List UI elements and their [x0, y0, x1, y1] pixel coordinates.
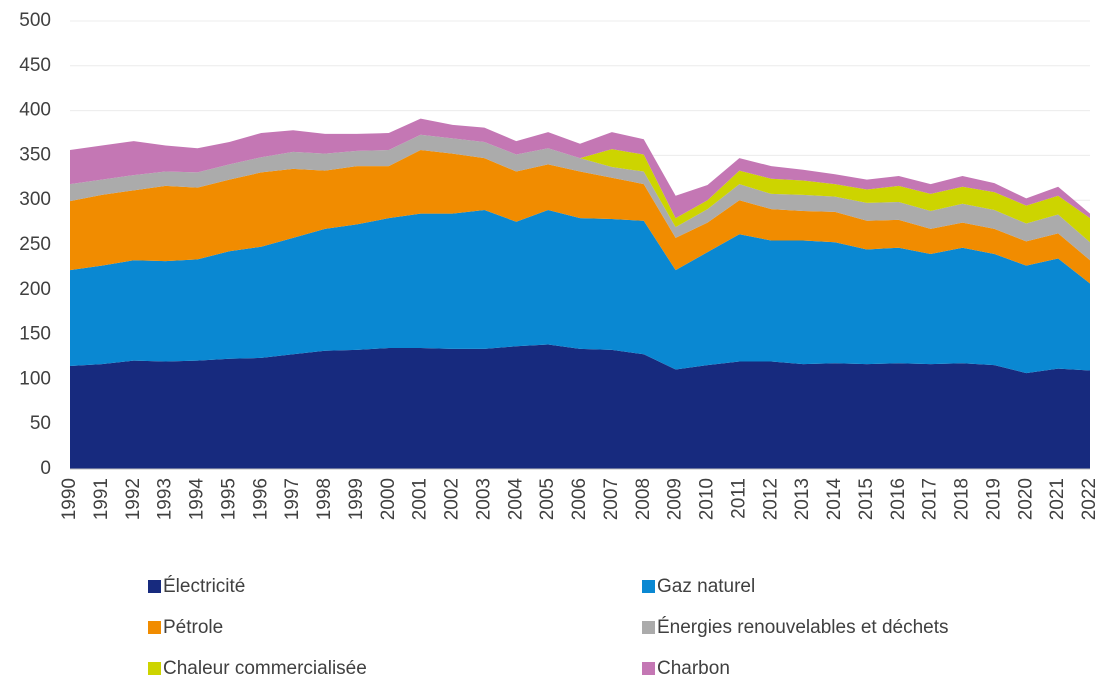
y-tick-label: 350	[19, 144, 51, 165]
area	[70, 150, 1090, 284]
x-tick-label: 2007	[601, 478, 622, 520]
x-tick-label: 2000	[378, 478, 399, 520]
y-tick-label: 250	[19, 234, 51, 255]
legend-label: Charbon	[657, 658, 730, 679]
x-tick-label: 2008	[633, 478, 654, 520]
legend-swatch	[148, 662, 161, 675]
x-tick-label: 2018	[952, 478, 973, 520]
legend-swatch	[148, 621, 161, 634]
x-tick-label: 1997	[282, 478, 303, 520]
area	[70, 134, 1090, 261]
x-tick-label: 2016	[888, 478, 909, 520]
legend-swatch	[642, 621, 655, 634]
y-tick-label: 0	[40, 458, 51, 479]
x-tick-label: 2022	[1079, 478, 1100, 520]
legend-label: Énergies renouvelables et déchets	[657, 617, 949, 638]
x-tick-label: 1992	[123, 478, 144, 520]
area	[70, 210, 1090, 374]
y-tick-label: 400	[19, 100, 51, 121]
area	[70, 344, 1090, 469]
legend-swatch	[642, 662, 655, 675]
y-tick-label: 300	[19, 189, 51, 210]
x-tick-label: 2015	[856, 478, 877, 520]
y-tick-label: 150	[19, 324, 51, 345]
x-tick-label: 2010	[697, 478, 718, 520]
x-tick-label: 1993	[155, 478, 176, 520]
x-tick-label: 2004	[505, 478, 526, 521]
area	[70, 118, 1090, 219]
x-tick-label: 2017	[920, 478, 941, 520]
y-tick-label: 100	[19, 368, 51, 389]
x-tick-label: 2020	[1015, 478, 1036, 520]
legend-label: Gaz naturel	[657, 576, 755, 597]
x-tick-label: 2009	[665, 478, 686, 520]
legend-swatch	[642, 580, 655, 593]
x-tick-label: 2014	[824, 478, 845, 521]
x-tick-label: 2011	[728, 478, 749, 519]
x-tick-label: 2001	[410, 478, 431, 520]
legend-label: Chaleur commercialisée	[163, 658, 367, 679]
x-tick-label: 2012	[760, 478, 781, 520]
x-tick-label: 1995	[218, 478, 239, 520]
x-tick-label: 2002	[442, 478, 463, 520]
x-tick-label: 1991	[91, 478, 112, 520]
x-tick-label: 1990	[59, 478, 80, 520]
y-tick-label: 450	[19, 55, 51, 76]
x-tick-label: 1999	[346, 478, 367, 520]
y-tick-label: 500	[19, 10, 51, 31]
legend-label: Pétrole	[163, 617, 223, 638]
x-tick-label: 1994	[187, 478, 208, 521]
area	[70, 134, 1090, 243]
x-tick-label: 2019	[983, 478, 1004, 520]
x-tick-label: 2003	[473, 478, 494, 520]
y-tick-label: 50	[30, 413, 51, 434]
legend-swatch	[148, 580, 161, 593]
x-tick-label: 2006	[569, 478, 590, 520]
x-tick-label: 1998	[314, 478, 335, 520]
legend-label: Électricité	[163, 576, 245, 597]
x-tick-label: 2013	[792, 478, 813, 520]
y-tick-label: 200	[19, 279, 51, 300]
x-tick-label: 2005	[537, 478, 558, 520]
x-tick-label: 2021	[1047, 478, 1068, 520]
x-tick-label: 1996	[250, 478, 271, 520]
